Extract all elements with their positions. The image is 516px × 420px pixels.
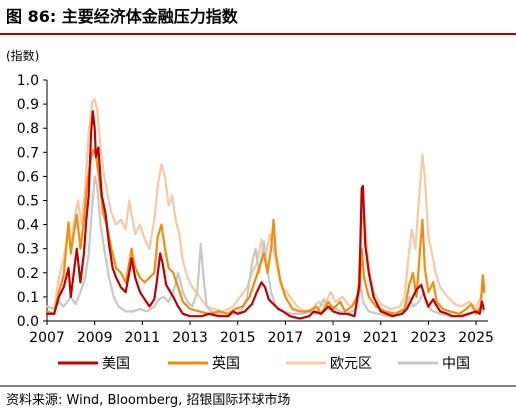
y-tick-label: 0.6	[17, 169, 39, 185]
chart-title: 图 86: 主要经济体金融压力指数	[6, 7, 239, 26]
x-tick-label: 2011	[125, 330, 161, 346]
legend: 美国 英国 欧元区 中国	[58, 355, 470, 372]
y-tick-label: 0.5	[17, 194, 39, 210]
y-unit-label: (指数)	[6, 48, 39, 63]
y-axis: 0.0 0.1 0.2 0.3 0.4 0.5 0.6 0.7 0.8 0.9 1.0	[17, 73, 48, 330]
legend-label: 英国	[212, 355, 240, 372]
y-tick-label: 0.2	[17, 266, 39, 282]
legend-label: 欧元区	[330, 356, 372, 372]
series-line-2	[45, 98, 486, 313]
y-tick-label: 0.8	[17, 121, 39, 137]
x-tick-label: 2007	[29, 330, 65, 346]
y-tick-label: 0.3	[17, 242, 39, 258]
x-tick-label: 2019	[315, 330, 351, 346]
x-tick-label: 2021	[363, 330, 399, 346]
y-tick-label: 0.7	[17, 145, 39, 161]
legend-label: 中国	[442, 356, 470, 372]
legend-label: 美国	[102, 356, 130, 372]
source-note: 资料来源: Wind, Bloomberg, 招银国际环球市场	[6, 392, 290, 408]
x-tick-label: 2009	[77, 330, 113, 346]
y-tick-label: 1.0	[17, 73, 39, 89]
x-tick-label: 2017	[268, 330, 304, 346]
y-tick-label: 0.9	[17, 97, 39, 113]
y-tick-label: 0.0	[17, 314, 39, 330]
series-line-0	[45, 110, 485, 320]
plot-area	[45, 98, 486, 320]
y-tick-label: 0.1	[17, 290, 39, 306]
y-tick-label: 0.4	[17, 218, 39, 234]
x-tick-label: 2023	[411, 330, 447, 346]
x-tick-label: 2013	[172, 330, 208, 346]
x-tick-label: 2025	[458, 330, 494, 346]
x-axis: 2007 2009 2011 2013 2015 2017 2019 2021 2023 2025	[29, 320, 494, 346]
x-tick-label: 2015	[220, 330, 256, 346]
